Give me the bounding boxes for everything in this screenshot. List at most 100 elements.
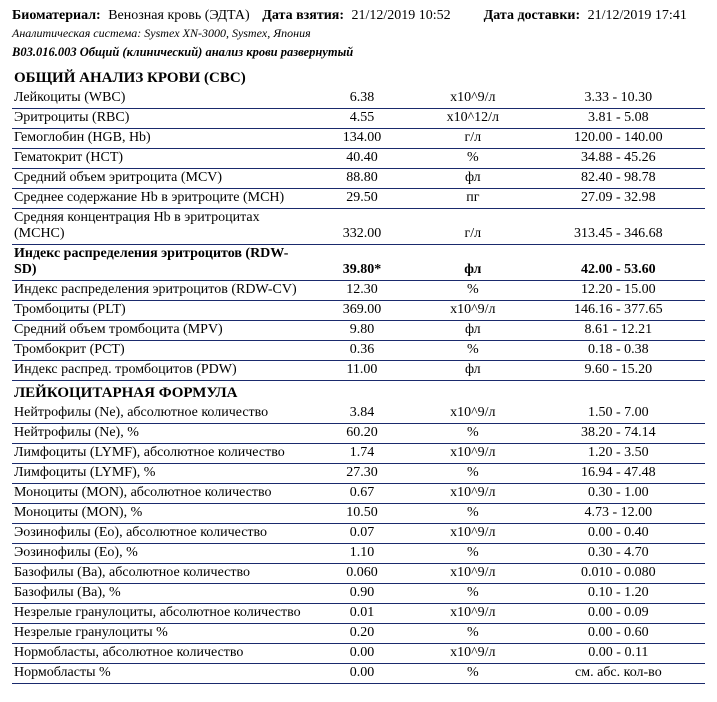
collection-label: Дата взятия: xyxy=(262,8,344,23)
biomaterial-block: Биоматериал: Венозная кровь (ЭДТА) xyxy=(12,8,262,24)
param-unit: х10^9/л xyxy=(414,301,532,321)
cbc-row: Индекс распределения эритроцитов (RDW-CV… xyxy=(12,281,705,301)
param-name: Нейтрофилы (Ne), % xyxy=(12,424,310,444)
cbc-row: Эритроциты (RBC)4.55х10^12/л3.81 - 5.08 xyxy=(12,109,705,129)
param-value: 11.00 xyxy=(310,361,414,381)
param-range: см. абс. кол-во xyxy=(532,664,705,684)
param-unit: фл xyxy=(414,245,532,281)
param-value: 10.50 xyxy=(310,504,414,524)
param-value: 332.00 xyxy=(310,209,414,245)
param-name: Нормобласты, абсолютное количество xyxy=(12,644,310,664)
param-unit: х10^9/л xyxy=(414,524,532,544)
param-name: Гемоглобин (HGB, Hb) xyxy=(12,129,310,149)
param-value: 0.00 xyxy=(310,644,414,664)
param-range: 0.30 - 4.70 xyxy=(532,544,705,564)
param-value: 88.80 xyxy=(310,169,414,189)
param-name: Незрелые гранулоциты % xyxy=(12,624,310,644)
param-range: 27.09 - 32.98 xyxy=(532,189,705,209)
cbc-row: Средняя концентрация Hb в эритроцитах (M… xyxy=(12,209,705,245)
param-value: 9.80 xyxy=(310,321,414,341)
param-range: 4.73 - 12.00 xyxy=(532,504,705,524)
param-value: 4.55 xyxy=(310,109,414,129)
param-unit: % xyxy=(414,664,532,684)
param-unit: х10^9/л xyxy=(414,644,532,664)
param-unit: % xyxy=(414,544,532,564)
diff-row: Моноциты (MON), абсолютное количество0.6… xyxy=(12,484,705,504)
cbc-row: Тромбокрит (PCT)0.36%0.18 - 0.38 xyxy=(12,341,705,361)
param-range: 12.20 - 15.00 xyxy=(532,281,705,301)
param-value: 1.74 xyxy=(310,444,414,464)
diff-row: Базофилы (Ba), %0.90%0.10 - 1.20 xyxy=(12,584,705,604)
param-value: 1.10 xyxy=(310,544,414,564)
diff-section-title-text: ЛЕЙКОЦИТАРНАЯ ФОРМУЛА xyxy=(12,381,705,405)
param-name: Нормобласты % xyxy=(12,664,310,684)
param-name: Лимфоциты (LYMF), % xyxy=(12,464,310,484)
cbc-row: Средний объем эритроцита (MCV)88.80фл82.… xyxy=(12,169,705,189)
test-code-text: B03.016.003 Общий (клинический) анализ к… xyxy=(12,45,705,60)
param-range: 9.60 - 15.20 xyxy=(532,361,705,381)
param-name: Средний объем тромбоцита (MPV) xyxy=(12,321,310,341)
param-unit: % xyxy=(414,584,532,604)
diff-row: Нормобласты, абсолютное количество0.00х1… xyxy=(12,644,705,664)
diff-row: Незрелые гранулоциты, абсолютное количес… xyxy=(12,604,705,624)
param-range: 0.00 - 0.09 xyxy=(532,604,705,624)
param-name: Эритроциты (RBC) xyxy=(12,109,310,129)
diff-row: Нейтрофилы (Ne), абсолютное количество3.… xyxy=(12,404,705,424)
param-unit: % xyxy=(414,464,532,484)
param-range: 0.30 - 1.00 xyxy=(532,484,705,504)
param-value: 27.30 xyxy=(310,464,414,484)
diff-row: Базофилы (Ba), абсолютное количество0.06… xyxy=(12,564,705,584)
param-unit: % xyxy=(414,504,532,524)
param-unit: х10^9/л xyxy=(414,89,532,109)
cbc-section-title-text: ОБЩИЙ АНАЛИЗ КРОВИ (CBC) xyxy=(12,66,705,89)
param-name: Индекс распределения эритроцитов (RDW-SD… xyxy=(12,245,310,281)
param-range: 16.94 - 47.48 xyxy=(532,464,705,484)
header-row-1: Биоматериал: Венозная кровь (ЭДТА) Дата … xyxy=(12,8,705,24)
diff-row: Нормобласты %0.00%см. абс. кол-во xyxy=(12,664,705,684)
delivery-block: Дата доставки: 21/12/2019 17:41 xyxy=(484,8,705,24)
param-name: Эозинофилы (Eo), % xyxy=(12,544,310,564)
param-value: 0.90 xyxy=(310,584,414,604)
param-value: 29.50 xyxy=(310,189,414,209)
collection-value: 21/12/2019 10:52 xyxy=(352,8,451,23)
cbc-row: Тромбоциты (PLT)369.00х10^9/л146.16 - 37… xyxy=(12,301,705,321)
diff-row: Эозинофилы (Eo), абсолютное количество0.… xyxy=(12,524,705,544)
param-name: Тромбокрит (PCT) xyxy=(12,341,310,361)
param-value: 0.36 xyxy=(310,341,414,361)
diff-section-title: ЛЕЙКОЦИТАРНАЯ ФОРМУЛА xyxy=(12,381,705,405)
param-value: 134.00 xyxy=(310,129,414,149)
param-value: 39.80* xyxy=(310,245,414,281)
param-value: 0.07 xyxy=(310,524,414,544)
param-unit: % xyxy=(414,341,532,361)
param-value: 369.00 xyxy=(310,301,414,321)
cbc-row: Гематокрит (HCT)40.40%34.88 - 45.26 xyxy=(12,149,705,169)
param-unit: пг xyxy=(414,189,532,209)
results-table: ОБЩИЙ АНАЛИЗ КРОВИ (CBC)Лейкоциты (WBC)6… xyxy=(12,66,705,684)
diff-row: Нейтрофилы (Ne), %60.20%38.20 - 74.14 xyxy=(12,424,705,444)
cbc-row: Среднее содержание Hb в эритроците (MCH)… xyxy=(12,189,705,209)
param-unit: фл xyxy=(414,321,532,341)
cbc-section-title: ОБЩИЙ АНАЛИЗ КРОВИ (CBC) xyxy=(12,66,705,89)
param-value: 40.40 xyxy=(310,149,414,169)
param-name: Лимфоциты (LYMF), абсолютное количество xyxy=(12,444,310,464)
param-value: 6.38 xyxy=(310,89,414,109)
cbc-row: Индекс распред. тромбоцитов (PDW)11.00фл… xyxy=(12,361,705,381)
param-name: Индекс распред. тромбоцитов (PDW) xyxy=(12,361,310,381)
param-range: 3.81 - 5.08 xyxy=(532,109,705,129)
param-unit: х10^12/л xyxy=(414,109,532,129)
diff-row: Лимфоциты (LYMF), %27.30%16.94 - 47.48 xyxy=(12,464,705,484)
param-range: 34.88 - 45.26 xyxy=(532,149,705,169)
param-name: Индекс распределения эритроцитов (RDW-CV… xyxy=(12,281,310,301)
diff-row: Лимфоциты (LYMF), абсолютное количество1… xyxy=(12,444,705,464)
param-range: 0.010 - 0.080 xyxy=(532,564,705,584)
param-range: 0.00 - 0.60 xyxy=(532,624,705,644)
biomaterial-label: Биоматериал: xyxy=(12,8,101,23)
analyzer-text: Аналитическая система: Sysmex XN-3000, S… xyxy=(12,26,705,41)
param-unit: х10^9/л xyxy=(414,484,532,504)
param-value: 12.30 xyxy=(310,281,414,301)
param-unit: % xyxy=(414,624,532,644)
param-name: Базофилы (Ba), % xyxy=(12,584,310,604)
param-range: 1.50 - 7.00 xyxy=(532,404,705,424)
param-unit: х10^9/л xyxy=(414,404,532,424)
param-range: 0.00 - 0.11 xyxy=(532,644,705,664)
